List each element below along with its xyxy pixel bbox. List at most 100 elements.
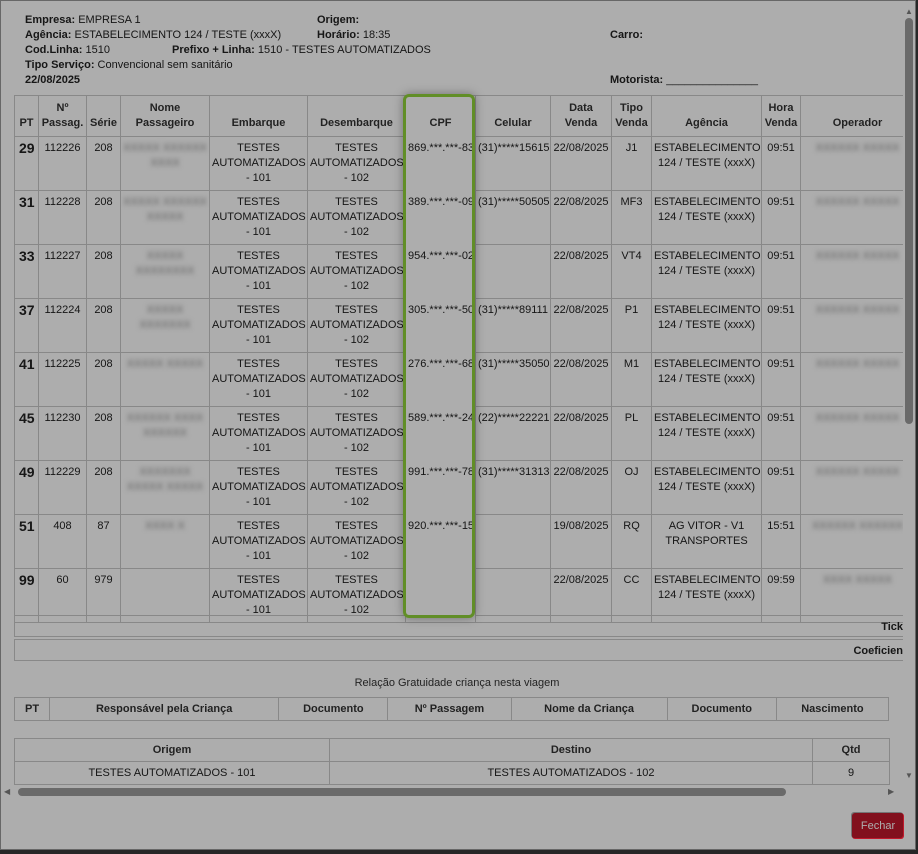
horizontal-scrollbar[interactable]: ◀ ▶	[4, 786, 900, 798]
operator-name-redacted: XXXXXX XXXXX	[815, 142, 900, 154]
operador-cell: XXXXXX XXXXX	[800, 298, 903, 353]
cpf-cell: 991.***.***-78	[405, 460, 476, 515]
tipo-venda-cell: MF3	[611, 190, 652, 245]
passenger-name-redacted: XXXXX XXXXXX XXXX	[123, 142, 207, 169]
operador-cell: XXXXXX XXXXX	[800, 460, 903, 515]
agencia-label: Agência:	[25, 29, 72, 41]
embarque-cell: TESTES AUTOMATIZADOS - 101	[209, 460, 308, 515]
table-row: 45 112230 208 XXXXXX XXXX XXXXXX TESTES AUTO…	[14, 406, 903, 461]
horizontal-scroll-thumb[interactable]	[18, 788, 786, 796]
hora-venda-cell: 09:51	[761, 460, 801, 515]
serie-cell: 208	[86, 136, 121, 191]
table-row: 37 112224 208 XXXXX XXXXXXX TESTES AUTOMATIZ…	[14, 298, 903, 353]
col-header: Nº Passag.	[38, 95, 87, 137]
operator-name-redacted: XXXXXX XXXXX	[815, 250, 900, 262]
operator-name-redacted: XXXXXX XXXXX	[815, 412, 900, 424]
close-button[interactable]: Fechar	[852, 813, 904, 839]
data-venda-cell: 22/08/2025	[550, 298, 612, 353]
gratuidade-caption: Relação Gratuidade criança nesta viagem	[354, 677, 560, 689]
col-header: Nome da Criança	[510, 697, 668, 721]
vertical-scrollbar[interactable]: ▲ ▼	[904, 8, 914, 784]
desembarque-cell: TESTES AUTOMATIZADOS - 102	[307, 352, 406, 407]
col-header: Embarque	[209, 95, 308, 137]
celular-cell: (31)*****35050	[475, 352, 551, 407]
empresa-value: EMPRESA 1	[78, 14, 141, 26]
col-header: PT	[13, 697, 51, 721]
scroll-right-icon[interactable]: ▶	[888, 787, 895, 796]
agencia-cell: AG VITOR - V1 TRANSPORTES	[651, 514, 762, 569]
cpf-cell: 389.***.***-09	[405, 190, 476, 245]
embarque-cell: TESTES AUTOMATIZADOS - 101	[209, 568, 308, 623]
cpf-cell: 305.***.***-50	[405, 298, 476, 353]
operator-name-redacted: XXXXXX XXXXX	[815, 196, 900, 208]
serie-cell: 208	[86, 352, 121, 407]
origem-cell: TESTES AUTOMATIZADOS - 101	[14, 761, 330, 785]
passenger-name-redacted: XXXXX XXXXXXX	[139, 304, 191, 331]
coeficiente-row: Coeficien	[14, 639, 903, 661]
vertical-scroll-thumb[interactable]	[905, 18, 913, 424]
celular-cell: (31)*****50505	[475, 190, 551, 245]
nome-cell: XXXXX XXXXXX XXXXX	[120, 190, 210, 245]
pt-cell: 51	[14, 514, 39, 569]
nome-cell: XXXXX XXXXXXXX	[120, 244, 210, 299]
col-header: Responsável pela Criança	[49, 697, 280, 721]
operator-name-redacted: XXXXXX XXXXX	[815, 466, 900, 478]
data-venda-cell: 19/08/2025	[550, 514, 612, 569]
celular-cell	[475, 514, 551, 569]
codlinha-value: 1510	[85, 44, 110, 56]
operator-name-redacted: XXXX XXXXX	[822, 574, 893, 586]
tipo-venda-cell: PL	[611, 406, 652, 461]
operador-cell: XXXXXX XXXXX	[800, 136, 903, 191]
nome-cell: XXXXXXX XXXXX XXXXX	[120, 460, 210, 515]
embarque-cell: TESTES AUTOMATIZADOS - 101	[209, 352, 308, 407]
gratuidade-table: PT Responsável pela Criança Documento Nº…	[13, 697, 890, 721]
hora-venda-cell: 09:51	[761, 352, 801, 407]
tipo-venda-cell: J1	[611, 136, 652, 191]
col-header: Nome Passageiro	[120, 95, 210, 137]
passenger-name-redacted: XXXXXXX XXXXX XXXXX	[126, 466, 204, 493]
passenger-name-redacted: XXXXX XXXXXX XXXXX	[123, 196, 207, 223]
agencia-cell: ESTABELECIMENTO 124 / TESTE (xxxX)	[651, 190, 762, 245]
cpf-cell: 954.***.***-02	[405, 244, 476, 299]
serie-cell: 87	[86, 514, 121, 569]
data-venda-cell: 22/08/2025	[550, 190, 612, 245]
passagem-cell: 60	[38, 568, 87, 623]
hora-venda-cell: 09:51	[761, 406, 801, 461]
hora-venda-cell: 09:51	[761, 298, 801, 353]
passagem-cell: 408	[38, 514, 87, 569]
table-row: 31 112228 208 XXXXX XXXXXX XXXXX TESTES AUTO…	[14, 190, 903, 245]
tipo-venda-cell: RQ	[611, 514, 652, 569]
coeficiente-label: Coeficien	[853, 645, 903, 657]
col-header: Nascimento	[775, 697, 890, 721]
manifest-scroll-area[interactable]: Empresa: EMPRESA 1 Origem: Agência: ESTA…	[11, 11, 903, 785]
table-row: 49 112229 208 XXXXXXX XXXXX XXXXX TESTES AUT…	[14, 460, 903, 515]
desembarque-cell: TESTES AUTOMATIZADOS - 102	[307, 244, 406, 299]
table-header-row: PT Nº Passag. Série Nome Passageiro Emba…	[14, 95, 903, 137]
data-venda-cell: 22/08/2025	[550, 406, 612, 461]
operador-cell: XXXXXX XXXXX	[800, 352, 903, 407]
scroll-left-icon[interactable]: ◀	[4, 787, 11, 796]
col-header: Data Venda	[550, 95, 612, 137]
table-row: 41 112225 208 XXXXX XXXXX TESTES AUTOMATIZAD…	[14, 352, 903, 407]
passagem-cell: 112227	[38, 244, 87, 299]
pt-cell: 41	[14, 352, 39, 407]
ticket-summary-label: Tick	[881, 621, 903, 633]
passenger-name-redacted: XXXXX XXXXX	[126, 358, 204, 370]
scroll-up-icon[interactable]: ▲	[905, 7, 913, 16]
passagem-cell: 112226	[38, 136, 87, 191]
serie-cell: 208	[86, 406, 121, 461]
desembarque-cell: TESTES AUTOMATIZADOS - 102	[307, 298, 406, 353]
tipo-venda-cell: M1	[611, 352, 652, 407]
operator-name-redacted: XXXXXX XXXXXX	[811, 520, 903, 532]
agencia-cell: ESTABELECIMENTO 124 / TESTE (xxxX)	[651, 136, 762, 191]
data-venda-cell: 22/08/2025	[550, 244, 612, 299]
prefixo-value: 1510 - TESTES AUTOMATIZADOS	[257, 44, 431, 56]
tiposervico-value: Convencional sem sanitário	[97, 59, 233, 71]
operator-name-redacted: XXXXXX XXXXX	[815, 304, 900, 316]
scroll-down-icon[interactable]: ▼	[905, 771, 913, 780]
table-row: 33 112227 208 XXXXX XXXXXXXX TESTES AUTOMATI…	[14, 244, 903, 299]
passagem-cell: 112228	[38, 190, 87, 245]
pt-cell: 31	[14, 190, 39, 245]
embarque-cell: TESTES AUTOMATIZADOS - 101	[209, 136, 308, 191]
